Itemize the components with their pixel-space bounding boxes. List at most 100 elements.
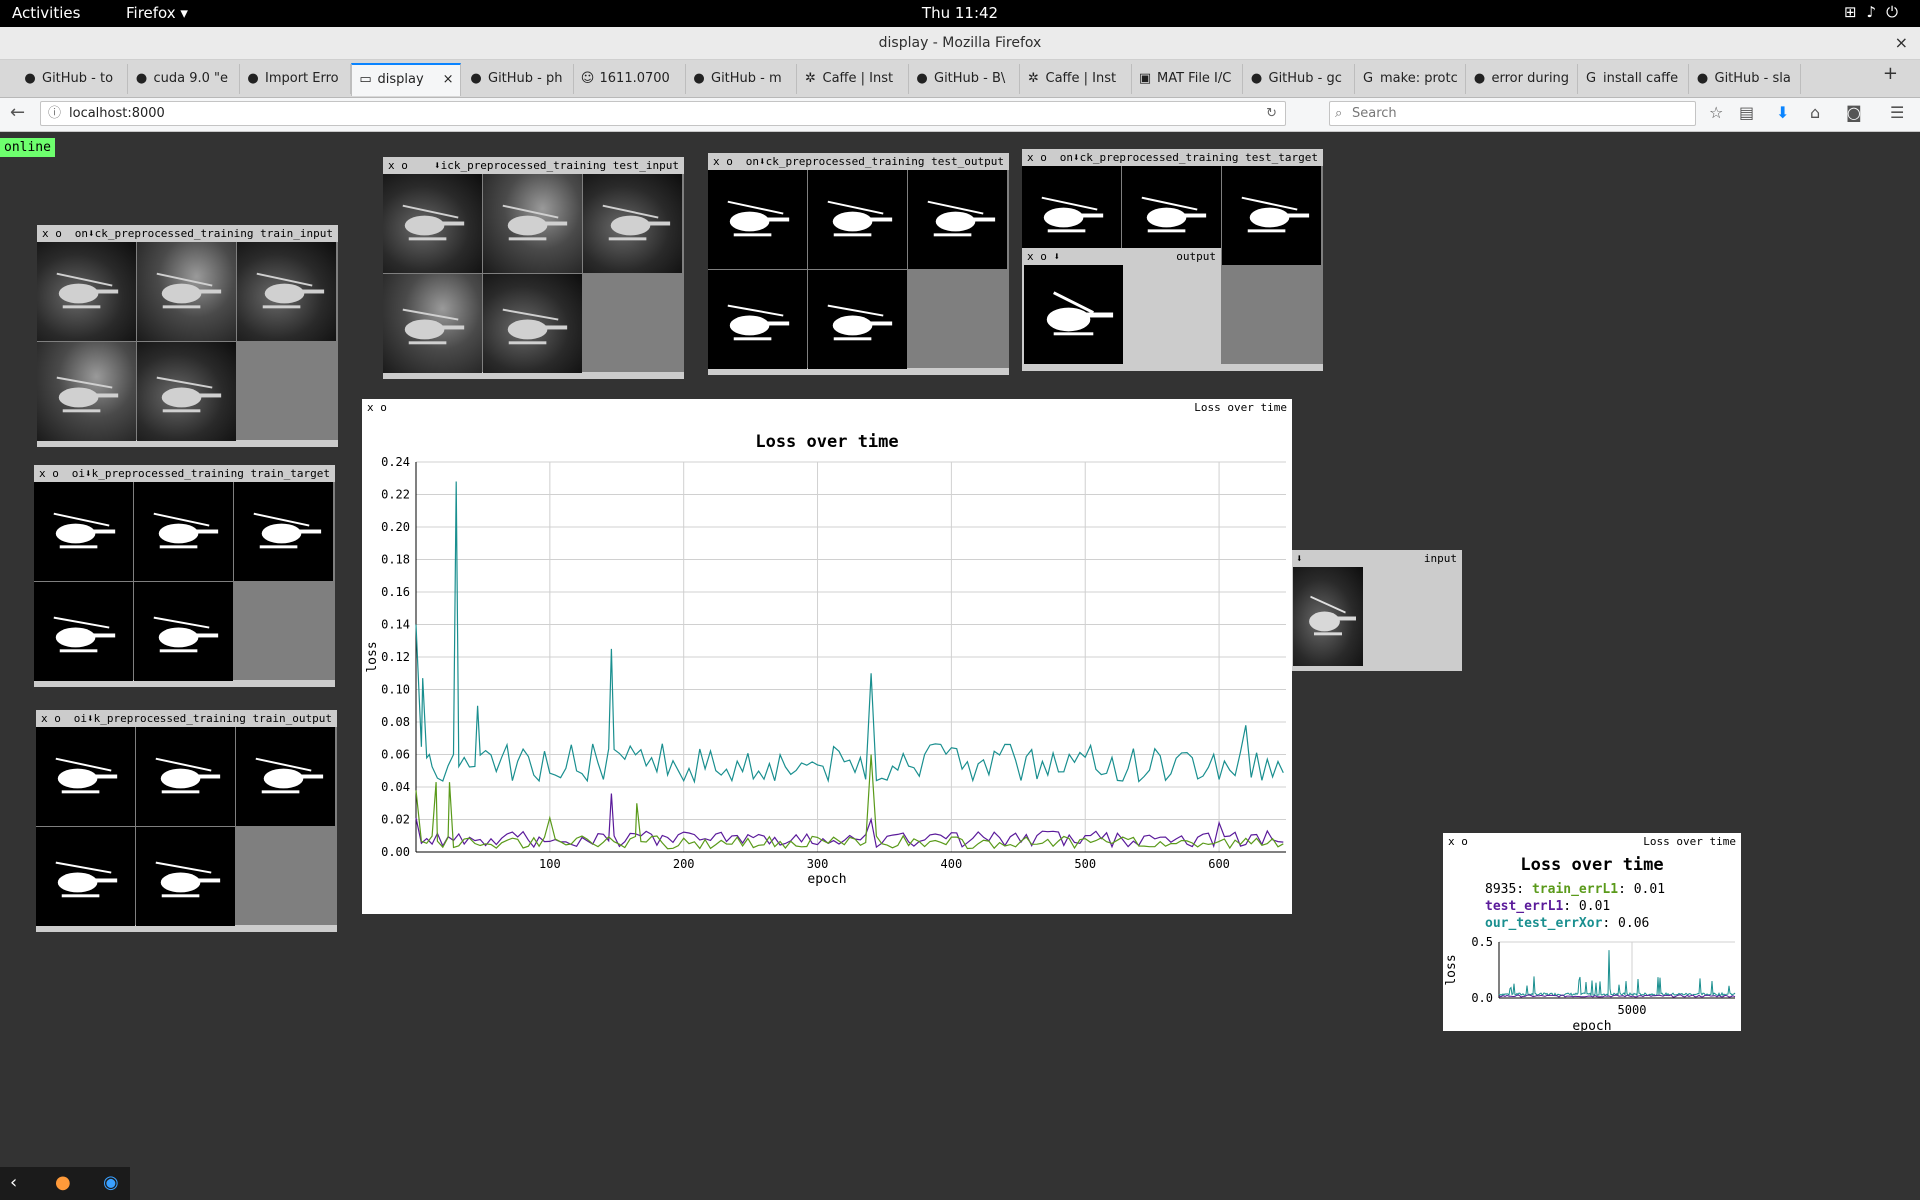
y-tick-label: 0.10 (381, 683, 410, 697)
url-bar[interactable]: ⓘ localhost:8000 ↻ (40, 101, 1286, 126)
y-axis-label: loss (365, 641, 380, 672)
tab-7[interactable]: ✲ Caffe | Inst (797, 64, 909, 94)
teamviewer-icon[interactable]: ◉ (103, 1172, 119, 1193)
panel-output[interactable]: x o ⬇ output (1022, 248, 1221, 369)
tab-13[interactable]: ● error during (1466, 64, 1578, 94)
tab-11[interactable]: ● GitHub - gc (1243, 64, 1355, 94)
panel-controls[interactable]: x o (388, 159, 408, 172)
home-icon[interactable]: ⌂ (1810, 103, 1821, 122)
panel-header[interactable]: x o ⬇ output (1022, 248, 1221, 265)
image-tile (383, 274, 482, 373)
panel-header[interactable]: x o Loss over time (1443, 833, 1741, 850)
helicopter-silhouette (253, 512, 322, 549)
tab-label: GitHub - sla (1714, 71, 1791, 86)
panel-train-output[interactable]: x o oi⬇k_preprocessed_training train_outp… (36, 710, 337, 932)
tab-3[interactable]: ▭ display × (350, 63, 461, 96)
tab-10[interactable]: ▣ MAT File I/C (1131, 64, 1243, 94)
reading-list-icon[interactable]: ▤ (1739, 103, 1755, 122)
tab-9[interactable]: ✲ Caffe | Inst (1020, 64, 1132, 94)
image-tile (36, 827, 135, 926)
helicopter-silhouette (255, 757, 324, 794)
image-tile (137, 242, 236, 341)
firefox-icon[interactable]: ● (55, 1172, 71, 1193)
helicopter-silhouette (1041, 196, 1104, 233)
tab-5[interactable]: ☺ 1611.0700 (574, 64, 686, 94)
activities-button[interactable]: Activities (12, 4, 81, 22)
panel-controls[interactable]: x o (1448, 835, 1468, 848)
caffe-icon: ✲ (805, 71, 816, 86)
mini-y-tick: 0.5 (1471, 935, 1493, 949)
new-tab-button[interactable]: + (1882, 63, 1898, 84)
panel-train-input[interactable]: x o on⬇ck_preprocessed_training train_inp… (37, 225, 338, 447)
gnome-top-bar: Activities Firefox ▾ Thu 11:42 ⊞♪⏻ (0, 0, 1920, 27)
panel-loss-chart[interactable]: x o Loss over time Loss over time 0.00 0.02… (362, 399, 1292, 914)
x-tick-label: 200 (673, 857, 695, 871)
system-tray[interactable]: ⊞♪⏻ (1844, 3, 1908, 21)
tab-1[interactable]: ● cuda 9.0 "e (128, 64, 240, 94)
window-close-button[interactable]: × (1894, 33, 1908, 52)
downloads-icon[interactable]: ⬇ (1776, 103, 1790, 122)
tab-label: Caffe | Inst (822, 71, 894, 86)
panel-test-output[interactable]: x o on⬇ck_preprocessed_training test_outp… (708, 153, 1009, 375)
input-image-area (1291, 567, 1462, 669)
url-text[interactable]: localhost:8000 (69, 106, 165, 121)
panel-controls[interactable]: ⬇ (1296, 552, 1303, 565)
search-input[interactable]: ⌕ Search (1329, 101, 1696, 126)
panel-input[interactable]: ⬇ input (1291, 550, 1462, 671)
x-tick-label: 100 (539, 857, 561, 871)
panel-controls[interactable]: x o (1027, 151, 1047, 164)
panel-header[interactable]: x o on⬇ck_preprocessed_training train_inp… (37, 225, 338, 242)
y-tick-label: 0.00 (381, 845, 410, 859)
image-tile (908, 170, 1007, 269)
panel-header[interactable]: ⬇ input (1291, 550, 1462, 567)
panel-header[interactable]: x o oi⬇k_preprocessed_training train_targ… (34, 465, 335, 482)
panel-loss-mini[interactable]: x o Loss over time Loss over time 8935: tr… (1443, 833, 1741, 1034)
helicopter-silhouette (827, 304, 893, 341)
input-image (1293, 567, 1363, 666)
helicopter-silhouette (53, 512, 116, 549)
mini-series-line (1498, 994, 1736, 998)
panel-test-input[interactable]: x o ⬇ick_preprocessed_training test_input (383, 157, 684, 379)
panel-controls[interactable]: x o (39, 467, 59, 480)
panel-header[interactable]: x o on⬇ck_preprocessed_training test_outp… (708, 153, 1009, 170)
panel-controls[interactable]: x o (42, 227, 62, 240)
helicopter-silhouette (156, 376, 222, 413)
helicopter-silhouette (55, 861, 118, 898)
menu-icon[interactable]: ☰ (1890, 103, 1905, 122)
github-icon: ● (693, 71, 705, 86)
panel-controls[interactable]: x o (367, 401, 387, 414)
back-arrow-icon[interactable]: ‹ (10, 1172, 18, 1193)
helicopter-silhouette (502, 308, 568, 345)
pocket-icon[interactable]: ◙ (1846, 103, 1862, 122)
app-menu[interactable]: Firefox ▾ (126, 4, 188, 22)
panel-train-target[interactable]: x o oi⬇k_preprocessed_training train_targ… (34, 465, 335, 687)
helicopter-silhouette (155, 861, 221, 898)
panel-header[interactable]: x o ⬇ick_preprocessed_training test_input (383, 157, 684, 174)
caffe-icon: ✲ (1028, 71, 1039, 86)
panel-header[interactable]: x o Loss over time (362, 399, 1292, 416)
legend-name: train_errL1 (1532, 882, 1618, 897)
panel-controls[interactable]: x o (41, 712, 61, 725)
panel-title: on⬇ck_preprocessed_training test_output (745, 155, 1004, 168)
tab-6[interactable]: ● GitHub - m (685, 64, 797, 94)
tab-15[interactable]: ● GitHub - sla (1689, 64, 1801, 94)
output-image-area (1022, 265, 1221, 367)
chart-title: Loss over time (755, 432, 898, 452)
clock[interactable]: Thu 11:42 (921, 4, 999, 22)
info-icon[interactable]: ⓘ (48, 106, 62, 121)
reload-icon[interactable]: ↻ (1266, 106, 1277, 121)
tab-4[interactable]: ● GitHub - ph (462, 64, 574, 94)
panel-header[interactable]: x o oi⬇k_preprocessed_training train_outp… (36, 710, 337, 727)
panel-controls[interactable]: x o (713, 155, 733, 168)
panel-controls[interactable]: x o ⬇ (1027, 250, 1061, 263)
tab-8[interactable]: ● GitHub - B\ (908, 64, 1020, 94)
tab-close-button[interactable]: × (442, 72, 454, 87)
tab-0[interactable]: ● GitHub - to (16, 64, 128, 94)
bookmark-star-icon[interactable]: ☆ (1709, 103, 1724, 122)
tab-2[interactable]: ● Import Erro (239, 64, 351, 94)
panel-header[interactable]: x o on⬇ck_preprocessed_training test_targ… (1022, 149, 1323, 166)
back-button[interactable]: ← (10, 102, 26, 123)
